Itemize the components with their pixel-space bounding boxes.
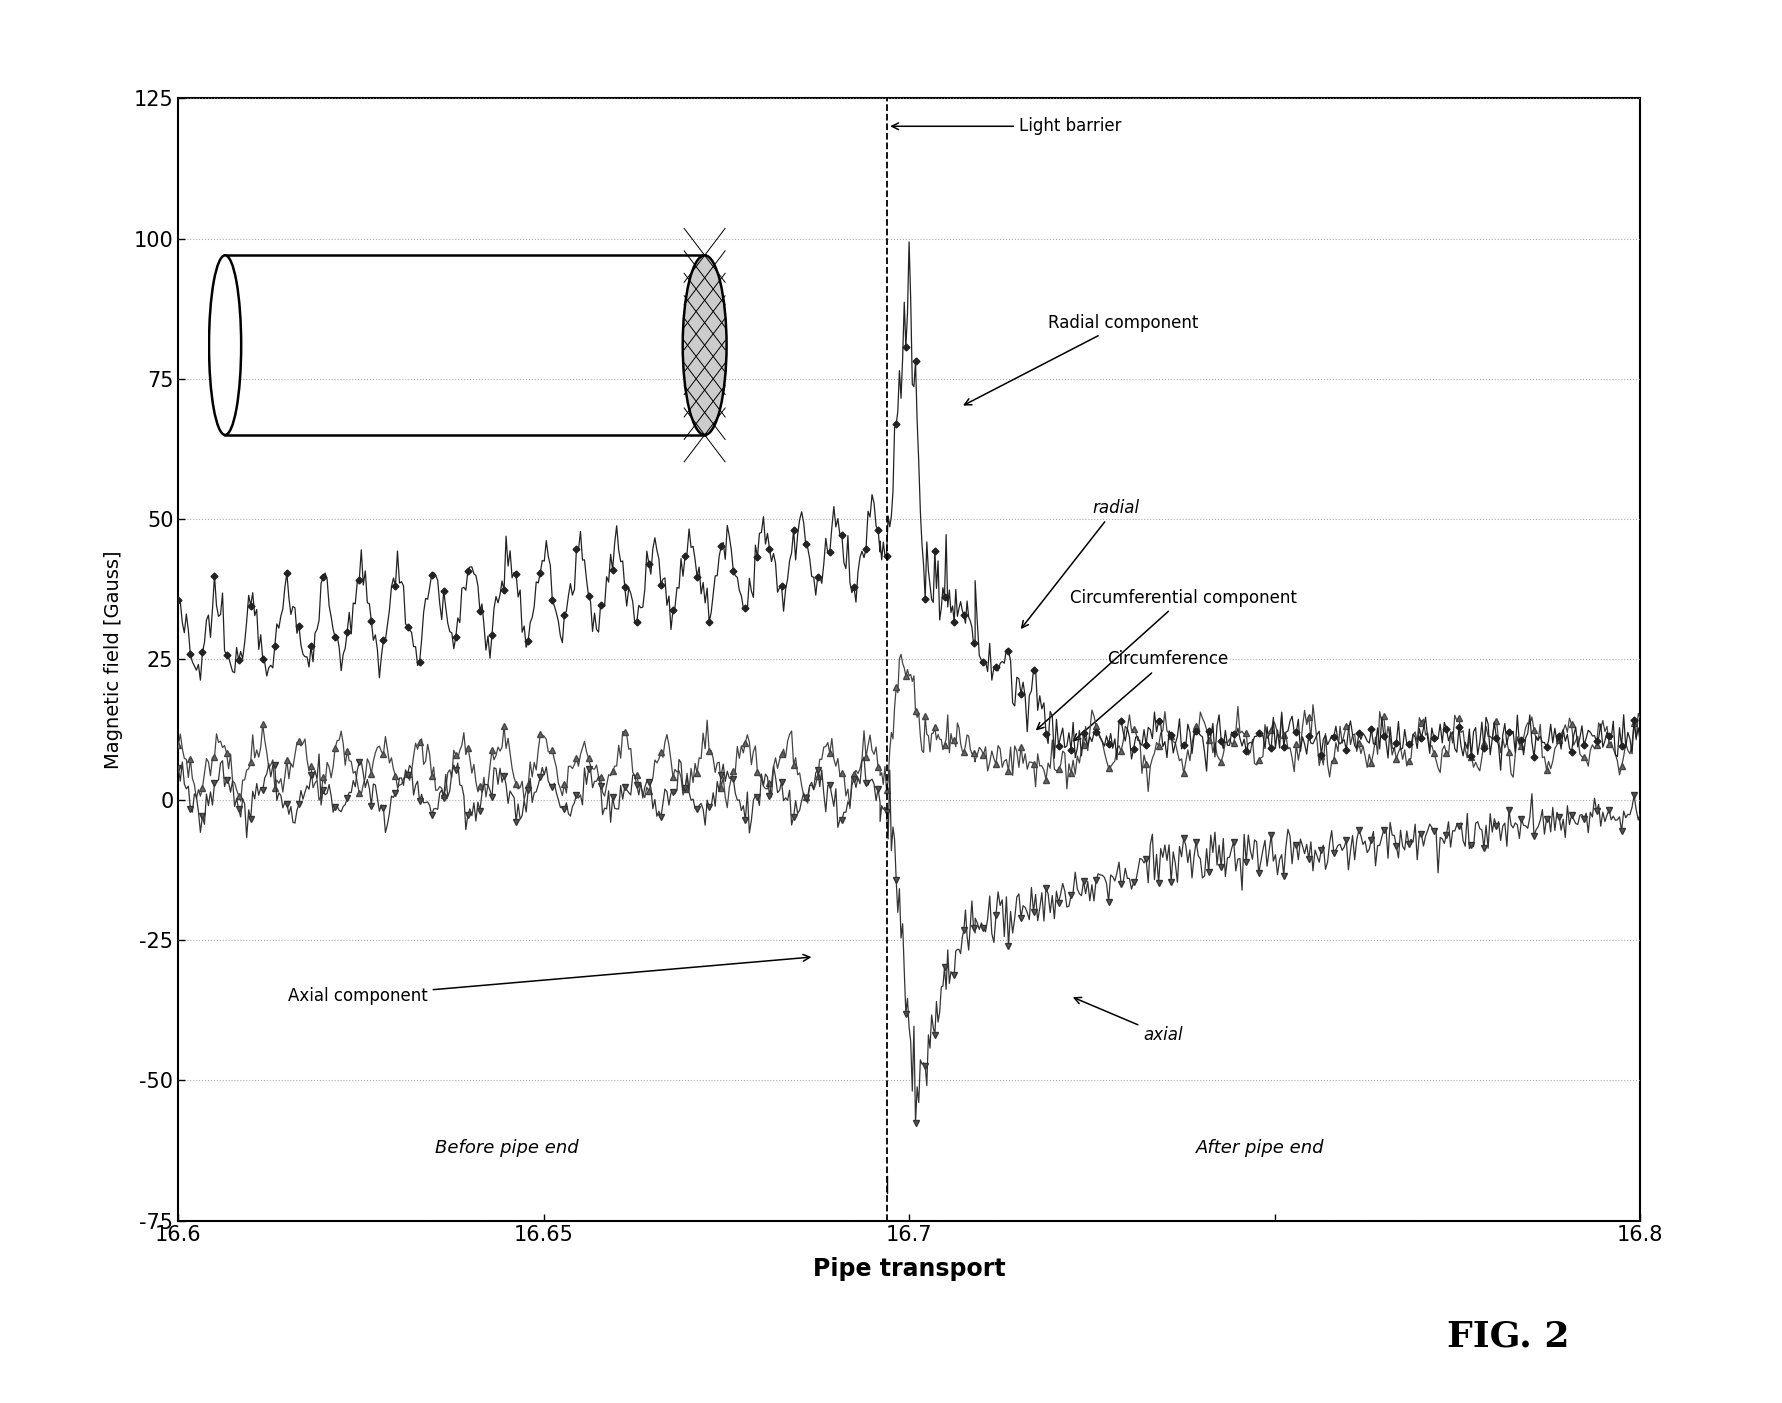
Text: axial: axial: [1075, 998, 1181, 1044]
Y-axis label: Magnetic field [Gauss]: Magnetic field [Gauss]: [103, 550, 123, 769]
Text: Circumference: Circumference: [1073, 651, 1228, 741]
Text: Before pipe end: Before pipe end: [435, 1139, 579, 1156]
Text: Radial component: Radial component: [964, 314, 1198, 405]
Text: Light barrier: Light barrier: [891, 118, 1121, 135]
Text: radial: radial: [1021, 499, 1139, 627]
X-axis label: Pipe transport: Pipe transport: [813, 1257, 1005, 1281]
Text: Circumferential component: Circumferential component: [1037, 589, 1296, 730]
Text: Axial component: Axial component: [287, 954, 809, 1005]
Text: After pipe end: After pipe end: [1196, 1139, 1324, 1156]
Text: FIG. 2: FIG. 2: [1445, 1320, 1568, 1354]
